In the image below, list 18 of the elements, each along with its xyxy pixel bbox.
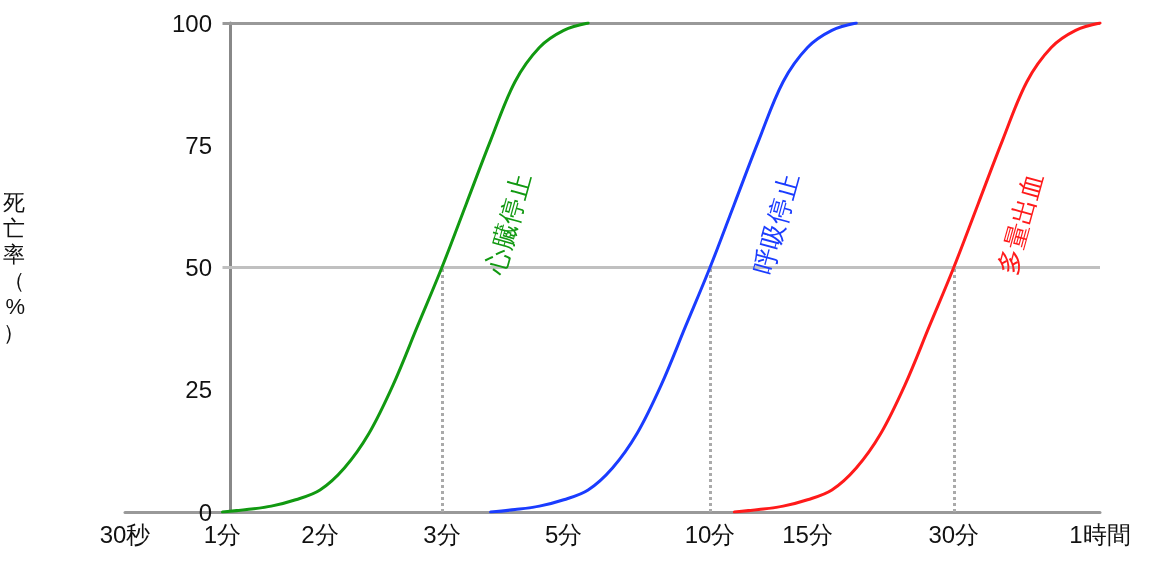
y-tick-label: 25 (185, 376, 212, 404)
line-series (221, 21, 590, 514)
y-tick-label: 75 (185, 131, 212, 159)
x-tick-label: 15分 (782, 520, 833, 548)
x-tick-label: 30分 (928, 520, 980, 548)
x-tick-label: 1時間 (1069, 520, 1131, 548)
x-tick-label: 2分 (301, 520, 339, 548)
line-series (732, 21, 1102, 514)
x-tick-label: 3分 (423, 520, 461, 548)
text: 多量出血 (991, 169, 1049, 279)
text: 心臓停止 (479, 169, 537, 280)
x-tick-label: 10分 (684, 520, 736, 548)
y-axis-title: 死亡率（%） (3, 190, 25, 345)
x-tick-label: 30秒 (99, 520, 151, 548)
y-tick-label: 100 (171, 9, 212, 37)
text: 呼吸停止 (748, 169, 805, 279)
x-tick-label: 5分 (545, 520, 583, 548)
y-tick-label: 50 (185, 254, 212, 281)
